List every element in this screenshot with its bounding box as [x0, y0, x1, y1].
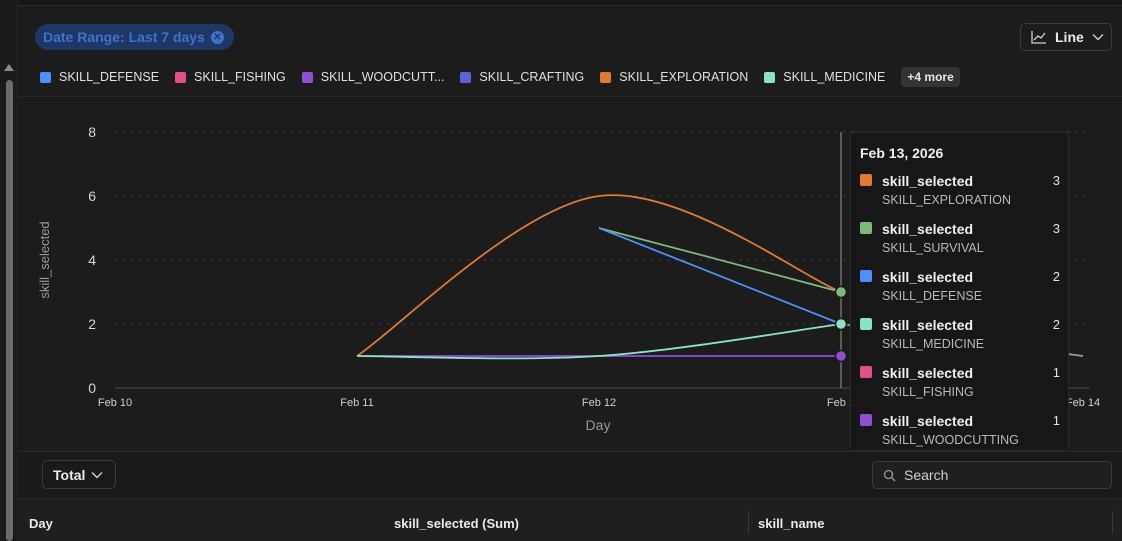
- remove-filter-icon[interactable]: ✕: [210, 30, 224, 44]
- column-header-day[interactable]: Day: [29, 516, 53, 531]
- legend-swatch: [460, 71, 472, 83]
- tooltip-series-name: SKILL_EXPLORATION: [882, 193, 1011, 207]
- y-tick-label: 2: [88, 316, 96, 332]
- tooltip-series-name: SKILL_MEDICINE: [882, 337, 985, 351]
- series-line: [598, 227, 842, 325]
- legend-label: SKILL_WOODCUTT...: [320, 70, 445, 84]
- legend-swatch: [175, 71, 187, 83]
- column-resizer[interactable]: [1112, 511, 1113, 533]
- tooltip-row: skill_selected 1 SKILL_FISHING: [860, 363, 1060, 403]
- tooltip-metric: skill_selected: [882, 317, 974, 333]
- tooltip-metric: skill_selected: [882, 221, 974, 237]
- chevron-down-icon: [91, 471, 103, 478]
- date-range-chip[interactable]: Date Range: Last 7 days ✕: [35, 24, 234, 50]
- series-line: [598, 227, 842, 293]
- y-axis-title: skill_selected: [37, 221, 52, 298]
- tooltip-swatch: [860, 318, 872, 330]
- legend-item[interactable]: SKILL_WOODCUTT...: [301, 70, 445, 84]
- legend-label: SKILL_EXPLORATION: [619, 70, 749, 84]
- legend-item[interactable]: SKILL_MEDICINE: [764, 70, 885, 84]
- tooltip-date: Feb 13, 2026: [860, 145, 944, 161]
- legend-swatch: [40, 71, 51, 83]
- data-point: [834, 317, 848, 331]
- left-scroll-rail: [0, 0, 18, 541]
- y-tick-label: 6: [88, 188, 96, 204]
- legend-item[interactable]: SKILL_DEFENSE: [40, 70, 159, 84]
- search-icon: [883, 469, 896, 481]
- x-axis-title: Day: [586, 417, 611, 433]
- column-header-skill-selected-sum[interactable]: skill_selected (Sum): [394, 516, 519, 531]
- column-header-skill-name[interactable]: skill_name: [758, 516, 825, 531]
- tooltip-swatch: [860, 414, 872, 426]
- top-divider: [18, 0, 1122, 6]
- tooltip-row: skill_selected 3 SKILL_SURVIVAL: [860, 219, 1060, 259]
- tooltip-metric: skill_selected: [882, 365, 974, 381]
- chart-tooltip: Feb 13, 2026 skill_selected 3 SKILL_EXPLOR…: [850, 132, 1069, 451]
- legend-item[interactable]: SKILL_FISHING: [175, 70, 286, 84]
- chart-panel: Date Range: Last 7 days ✕ Line SKILL_DEF…: [18, 6, 1122, 451]
- tooltip-metric: skill_selected: [882, 269, 974, 285]
- table-header: Day skill_selected (Sum) skill_name: [18, 498, 1122, 541]
- legend-swatch: [301, 71, 313, 83]
- tooltip-row: skill_selected 2 SKILL_DEFENSE: [860, 267, 1060, 307]
- line-chart-icon: [1031, 31, 1046, 44]
- chart-type-select[interactable]: Line: [1020, 23, 1112, 51]
- data-point: [834, 285, 848, 299]
- search-input[interactable]: [904, 467, 1104, 483]
- table-section: Total Day skill_selected (Sum) skill_nam…: [18, 451, 1122, 541]
- legend-label: SKILL_MEDICINE: [783, 70, 886, 84]
- tooltip-series-name: SKILL_SURVIVAL: [882, 241, 984, 255]
- tooltip-value: 1: [1052, 413, 1060, 428]
- tooltip-swatch: [860, 366, 872, 378]
- y-tick-label: 8: [88, 124, 96, 140]
- column-resizer[interactable]: [748, 511, 749, 533]
- x-tick-label: Feb 11: [340, 397, 373, 409]
- legend-swatch: [600, 71, 612, 83]
- tooltip-metric: skill_selected: [882, 413, 974, 429]
- legend-swatch: [764, 71, 776, 83]
- legend-item[interactable]: SKILL_CRAFTING: [460, 70, 584, 84]
- tooltip-row: skill_selected 3 SKILL_EXPLORATION: [860, 171, 1060, 211]
- tooltip-row: skill_selected 1 SKILL_WOODCUTTING: [860, 411, 1060, 450]
- tooltip-value: 3: [1052, 173, 1060, 188]
- tooltip-value: 1: [1052, 365, 1060, 380]
- tooltip-metric: skill_selected: [882, 173, 974, 189]
- y-tick-label: 0: [88, 380, 96, 396]
- legend-item[interactable]: SKILL_EXPLORATION: [600, 70, 748, 84]
- chevron-down-icon: [1092, 34, 1104, 41]
- tooltip-swatch: [860, 174, 872, 186]
- chart-legend: SKILL_DEFENSE SKILL_FISHING SKILL_WOODCUTT…: [40, 67, 960, 87]
- tooltip-series-name: SKILL_WOODCUTTING: [882, 433, 1019, 447]
- date-range-chip-label: Date Range: Last 7 days: [43, 29, 205, 45]
- legend-label: SKILL_DEFENSE: [59, 70, 160, 84]
- tooltip-swatch: [860, 222, 872, 234]
- search-field[interactable]: [872, 461, 1112, 489]
- legend-label: SKILL_FISHING: [194, 70, 286, 84]
- chart-type-label: Line: [1055, 29, 1084, 45]
- tooltip-value: 2: [1052, 269, 1060, 284]
- aggregation-label: Total: [53, 466, 86, 483]
- tooltip-row: skill_selected 2 SKILL_MEDICINE: [860, 315, 1060, 355]
- tooltip-series-name: SKILL_DEFENSE: [882, 289, 983, 303]
- x-tick-label: Feb 12: [582, 397, 616, 409]
- legend-more-badge[interactable]: +4 more: [901, 67, 960, 87]
- y-tick-label: 4: [88, 252, 96, 268]
- x-tick-label: Feb 10: [98, 397, 132, 409]
- legend-divider: [18, 96, 1122, 97]
- series-line: [356, 323, 842, 360]
- data-point: [834, 349, 848, 363]
- tooltip-value: 2: [1052, 317, 1060, 332]
- legend-label: SKILL_CRAFTING: [479, 70, 585, 84]
- tooltip-value: 3: [1052, 221, 1060, 236]
- tooltip-series-name: SKILL_FISHING: [882, 385, 974, 399]
- x-tick-label: Feb 14: [1066, 397, 1100, 409]
- scrollbar-thumb[interactable]: [6, 80, 13, 541]
- tooltip-swatch: [860, 270, 872, 282]
- series-line: [356, 194, 842, 357]
- x-tick-label: Feb 1: [827, 397, 855, 409]
- scroll-up-arrow-icon[interactable]: [4, 64, 14, 71]
- aggregation-select[interactable]: Total: [42, 460, 116, 489]
